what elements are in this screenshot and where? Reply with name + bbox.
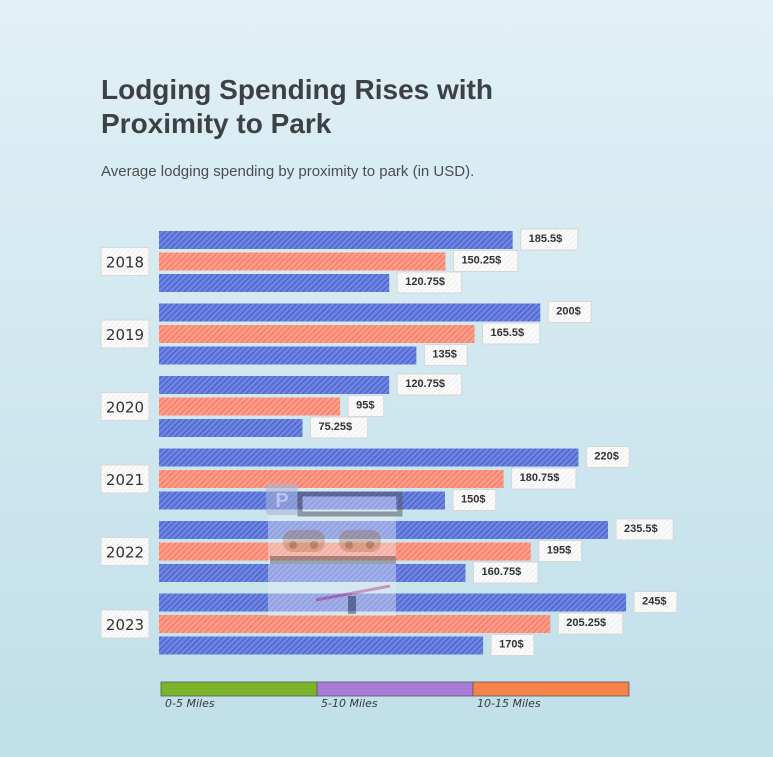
parking-lot-icon: P [266, 483, 403, 616]
data-label: 160.75$ [481, 566, 521, 578]
data-label: 95$ [356, 400, 374, 412]
data-label-box [585, 446, 630, 468]
data-label: 245$ [642, 596, 666, 608]
legend-label: 0-5 Miles [165, 697, 215, 710]
data-label: 235.5$ [624, 523, 658, 535]
data-label: 150.25$ [461, 255, 501, 267]
category-label: 2019 [106, 326, 144, 344]
data-label-box [615, 518, 674, 541]
category-label-box [100, 609, 150, 639]
data-label: 195$ [547, 545, 571, 557]
data-label: 150$ [461, 494, 485, 506]
data-label-box [482, 322, 541, 345]
data-label: 170$ [499, 639, 523, 651]
svg-text:P: P [275, 490, 288, 512]
data-label: 135$ [432, 349, 456, 361]
bar-5-10-miles-2018 [159, 252, 446, 271]
data-label: 120.75$ [405, 276, 445, 288]
data-label-box [423, 344, 468, 366]
category-label-box [100, 319, 150, 349]
data-label-box [511, 467, 577, 490]
legend-swatch-10-15 [472, 681, 630, 697]
data-label: 205.25$ [566, 617, 606, 629]
bar-0-5-miles-2019 [159, 303, 541, 322]
data-label-box [520, 228, 579, 251]
data-label-box [452, 489, 497, 511]
data-label: 120.75$ [405, 378, 445, 390]
data-label-box [557, 612, 624, 635]
category-label: 2020 [106, 399, 144, 417]
bar-0-5-miles-2023 [159, 593, 627, 612]
legend-label: 10-15 Miles [477, 697, 541, 710]
data-label: 185.5$ [529, 233, 563, 245]
bar-0-5-miles-2018 [159, 231, 513, 249]
category-label: 2021 [106, 471, 144, 489]
data-label-box [490, 634, 535, 656]
bar-0-5-miles-2022 [159, 521, 608, 539]
data-label-box [309, 416, 369, 439]
category-label: 2022 [106, 544, 144, 562]
legend-swatch-5-10 [316, 681, 474, 697]
chart-title: Lodging Spending Rises with Proximity to… [101, 74, 493, 139]
data-label-box [396, 373, 463, 396]
data-label-box [538, 540, 583, 562]
bar-10-15-miles-2023 [159, 636, 484, 655]
data-label: 180.75$ [520, 472, 560, 484]
bar-10-15-miles-2018 [159, 274, 390, 292]
category-label-box [100, 464, 150, 494]
data-label: 75.25$ [318, 421, 352, 433]
data-label-box [472, 561, 539, 584]
bar-10-15-miles-2019 [159, 346, 417, 365]
category-label-box [100, 392, 150, 421]
data-label: 220$ [594, 451, 618, 463]
bar-0-5-miles-2020 [159, 376, 390, 394]
bar-10-15-miles-2020 [159, 419, 303, 437]
data-label: 165.5$ [491, 327, 525, 339]
bar-5-10-miles-2019 [159, 325, 475, 343]
category-label-box [100, 537, 150, 566]
data-label-box [547, 301, 592, 323]
category-label: 2018 [106, 254, 144, 272]
bar-5-10-miles-2020 [159, 397, 341, 416]
category-label-box [100, 247, 150, 276]
data-label-box [633, 591, 678, 613]
bar-5-10-miles-2022 [159, 542, 531, 561]
legend-label: 5-10 Miles [321, 697, 378, 710]
bar-5-10-miles-2023 [159, 615, 551, 633]
data-label-box [396, 271, 463, 294]
bar-5-10-miles-2021 [159, 470, 504, 488]
legend-swatch-0-5 [160, 681, 318, 697]
data-label: 200$ [556, 306, 580, 318]
category-label: 2023 [106, 616, 144, 634]
data-label-box [452, 250, 519, 272]
bar-10-15-miles-2022 [159, 564, 466, 582]
bar-0-5-miles-2021 [159, 448, 579, 467]
chart-subtitle: Average lodging spending by proximity to… [101, 163, 475, 180]
